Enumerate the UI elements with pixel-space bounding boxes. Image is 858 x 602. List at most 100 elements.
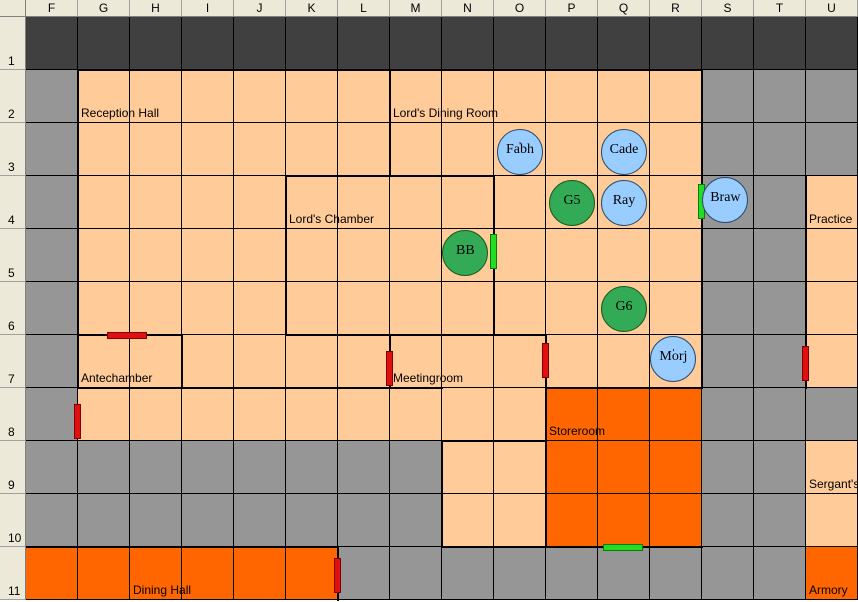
column-header-M[interactable]: M bbox=[390, 0, 442, 17]
map-cell-L3 bbox=[338, 123, 390, 176]
map-cell-P8 bbox=[546, 388, 598, 441]
map-cell-S10 bbox=[702, 494, 754, 547]
wall-segment bbox=[285, 176, 287, 336]
row-header-2[interactable]: 2 bbox=[0, 70, 26, 123]
map-cell-N3 bbox=[442, 123, 494, 176]
column-header-P[interactable]: P bbox=[546, 0, 598, 17]
door-antechamber-west[interactable] bbox=[74, 403, 81, 439]
map-cell-U7 bbox=[806, 335, 858, 388]
row-header-7[interactable]: 7 bbox=[0, 335, 26, 388]
door-antechamber-north[interactable] bbox=[106, 332, 147, 339]
door-practice-south[interactable] bbox=[802, 345, 809, 381]
token-g6[interactable]: G6 bbox=[601, 285, 647, 332]
map-cell-R5 bbox=[650, 229, 702, 282]
map-cell-Q2 bbox=[598, 70, 650, 123]
row-header-9[interactable]: 9 bbox=[0, 441, 26, 494]
map-cell-G7 bbox=[78, 335, 130, 388]
map-cell-L9 bbox=[338, 441, 390, 494]
column-header-F[interactable]: F bbox=[26, 0, 78, 17]
door-lords-chamber-east[interactable] bbox=[490, 234, 497, 270]
wall-segment bbox=[181, 335, 183, 389]
map-cell-Q9 bbox=[598, 441, 650, 494]
column-header-K[interactable]: K bbox=[286, 0, 338, 17]
map-cell-H10 bbox=[130, 494, 182, 547]
door-dining-hall-east[interactable] bbox=[334, 557, 341, 593]
room-label: Practice bbox=[809, 212, 853, 226]
token-bb[interactable]: BB bbox=[442, 229, 489, 276]
column-header-S[interactable]: S bbox=[702, 0, 754, 17]
map-cell-F4 bbox=[26, 176, 78, 229]
row-header-4[interactable]: 4 bbox=[0, 176, 26, 229]
map-cell-G11 bbox=[78, 547, 130, 600]
token-cade[interactable]: Cade bbox=[601, 129, 647, 176]
door-meetingroom-west[interactable] bbox=[386, 350, 393, 386]
map-cell-R10 bbox=[650, 494, 702, 547]
map-cell-K2 bbox=[286, 70, 338, 123]
map-cell-O4 bbox=[494, 176, 546, 229]
map-cell-R11 bbox=[650, 547, 702, 600]
row-header-6[interactable]: 6 bbox=[0, 282, 26, 335]
map-cell-R9 bbox=[650, 441, 702, 494]
row-header-3[interactable]: 3 bbox=[0, 123, 26, 176]
select-all-corner[interactable] bbox=[0, 0, 26, 17]
door-meetingroom-east[interactable] bbox=[542, 342, 549, 378]
column-header-H[interactable]: H bbox=[130, 0, 182, 17]
column-header-G[interactable]: G bbox=[78, 0, 130, 17]
column-header-U[interactable]: U bbox=[806, 0, 858, 17]
column-header-Q[interactable]: Q bbox=[598, 0, 650, 17]
map-cell-L5 bbox=[338, 229, 390, 282]
map-cell-J10 bbox=[234, 494, 286, 547]
token-marker: ' bbox=[519, 141, 521, 153]
map-cell-F7 bbox=[26, 335, 78, 388]
column-header-T[interactable]: T bbox=[754, 0, 806, 17]
column-header-I[interactable]: I bbox=[182, 0, 234, 17]
row-header-5[interactable]: 5 bbox=[0, 229, 26, 282]
wall-segment bbox=[701, 70, 703, 389]
map-cell-T8 bbox=[754, 388, 806, 441]
map-cell-I2 bbox=[182, 70, 234, 123]
token-fabh[interactable]: Fabh ' bbox=[497, 129, 543, 176]
row-header-11[interactable]: 11 bbox=[0, 547, 26, 600]
map-cell-U8 bbox=[806, 388, 858, 441]
column-header-J[interactable]: J bbox=[234, 0, 286, 17]
map-cell-O7 bbox=[494, 335, 546, 388]
token-g5[interactable]: G5 bbox=[549, 179, 595, 226]
column-header-R[interactable]: R bbox=[650, 0, 702, 17]
token-braw[interactable]: Braw bbox=[702, 176, 749, 223]
row-header-8[interactable]: 8 bbox=[0, 388, 26, 441]
row-header-1[interactable]: 1 bbox=[0, 17, 26, 70]
map-cell-M4 bbox=[390, 176, 442, 229]
token-ray[interactable]: Ray bbox=[601, 179, 647, 226]
token-label: BB bbox=[456, 242, 475, 258]
room-label: Meetingroom bbox=[393, 371, 464, 385]
map-cell-F3 bbox=[26, 123, 78, 176]
row-number: 5 bbox=[8, 266, 15, 280]
column-header-O[interactable]: O bbox=[494, 0, 546, 17]
map-cell-P7 bbox=[546, 335, 598, 388]
wall-segment bbox=[805, 176, 807, 389]
map-cell-U3 bbox=[806, 123, 858, 176]
map-cell-T5 bbox=[754, 229, 806, 282]
map-cell-J5 bbox=[234, 229, 286, 282]
column-header-L[interactable]: L bbox=[338, 0, 390, 17]
map-cell-M5 bbox=[390, 229, 442, 282]
map-cell-T7 bbox=[754, 335, 806, 388]
map-cell-G3 bbox=[78, 123, 130, 176]
map-cell-M1 bbox=[390, 17, 442, 70]
token-morj[interactable]: Morj ' bbox=[650, 335, 697, 382]
map-cell-U9 bbox=[806, 441, 858, 494]
wall-segment bbox=[546, 387, 703, 389]
map-cell-S11 bbox=[702, 547, 754, 600]
map-cell-F10 bbox=[26, 494, 78, 547]
map-cell-N7 bbox=[442, 335, 494, 388]
map-cell-H2 bbox=[130, 70, 182, 123]
map-cell-S7 bbox=[702, 335, 754, 388]
column-header-N[interactable]: N bbox=[442, 0, 494, 17]
door-storeroom-south[interactable] bbox=[603, 544, 644, 551]
wall-segment bbox=[182, 387, 443, 389]
map-cell-G8 bbox=[78, 388, 130, 441]
map-cell-I10 bbox=[182, 494, 234, 547]
row-header-10[interactable]: 10 bbox=[0, 494, 26, 547]
map-cell-F2 bbox=[26, 70, 78, 123]
